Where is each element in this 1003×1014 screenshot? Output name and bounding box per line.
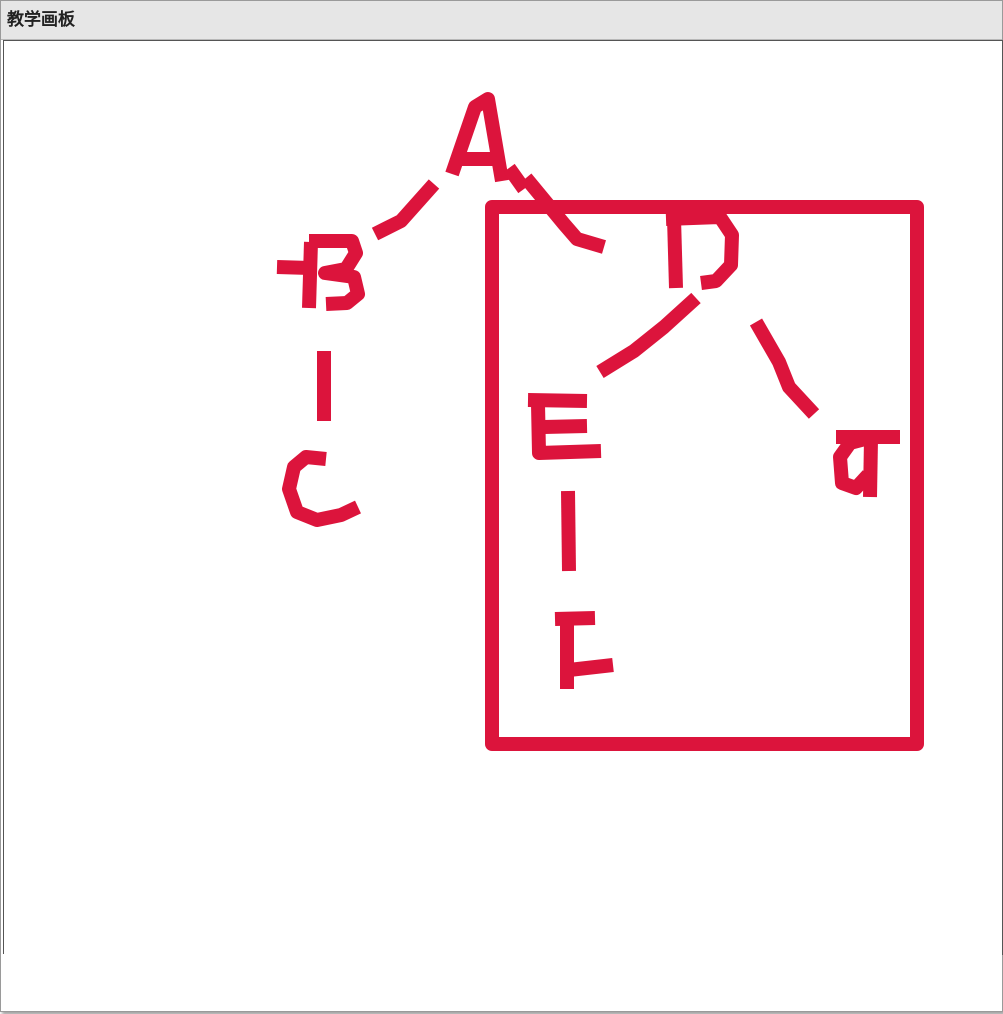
letter-b-cross xyxy=(276,260,311,275)
title-bar[interactable]: 教学画板 xyxy=(1,1,1002,40)
window-title: 教学画板 xyxy=(7,10,75,30)
letter-d-bowl xyxy=(665,210,739,290)
edge-e-f xyxy=(561,490,576,572)
edge-d-e xyxy=(596,292,701,378)
letter-g-bowl xyxy=(833,431,874,495)
canvas-svg[interactable] xyxy=(4,41,1002,954)
letter-b-bowls xyxy=(309,234,365,311)
edge-d-g xyxy=(749,318,820,419)
letter-c-stroke xyxy=(282,450,361,527)
drawing-canvas[interactable] xyxy=(3,40,1003,955)
letter-e-middle xyxy=(543,419,588,434)
letter-g-stem xyxy=(863,438,878,498)
selection-rectangle xyxy=(485,200,924,751)
freehand-strokes xyxy=(276,92,924,751)
letter-e-body xyxy=(531,403,602,460)
status-bar xyxy=(1,954,1002,1011)
letter-a-stroke xyxy=(445,92,509,183)
letter-d-spine xyxy=(667,217,683,289)
letter-f-cross xyxy=(568,658,614,677)
letter-a-tail xyxy=(503,163,530,194)
letter-b-spine xyxy=(302,241,318,309)
letter-e-top xyxy=(527,393,588,408)
edge-a-b xyxy=(371,179,440,241)
